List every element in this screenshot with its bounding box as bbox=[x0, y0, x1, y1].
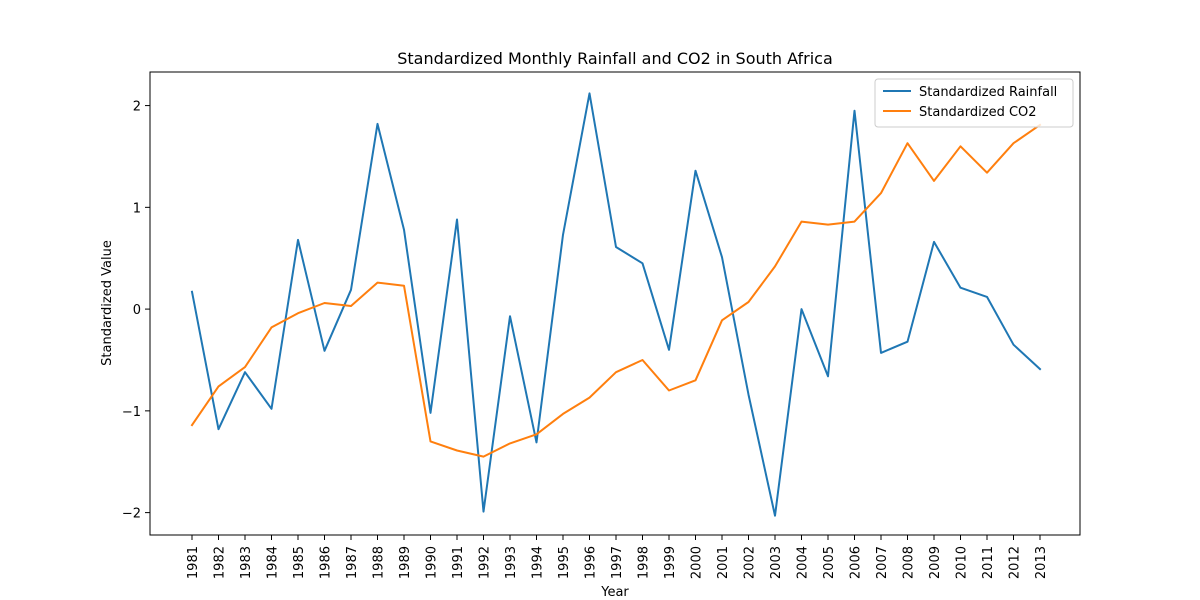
y-tick-label: 2 bbox=[133, 100, 141, 115]
x-tick-label: 1988 bbox=[372, 546, 387, 579]
x-tick-label: 2006 bbox=[849, 546, 864, 579]
x-tick-label: 2009 bbox=[928, 546, 943, 579]
x-tick-label: 1984 bbox=[266, 546, 281, 579]
x-tick-label: 2000 bbox=[690, 546, 705, 579]
x-tick-label: 1983 bbox=[239, 546, 254, 579]
y-tick-label: 0 bbox=[133, 303, 141, 318]
x-tick-label: 2007 bbox=[875, 546, 890, 579]
legend: Standardized Rainfall Standardized CO2 bbox=[874, 78, 1074, 128]
x-axis-label: Year bbox=[600, 585, 629, 600]
x-tick-label: 2005 bbox=[822, 546, 837, 579]
x-tick-label: 1997 bbox=[610, 546, 625, 579]
plot-area bbox=[149, 71, 1081, 536]
x-tick-label: 1981 bbox=[186, 546, 201, 579]
series-lines bbox=[190, 92, 1042, 517]
legend-label-rainfall: Standardized Rainfall bbox=[919, 85, 1057, 100]
x-tick-label: 2008 bbox=[902, 546, 917, 579]
x-tick-label: 1985 bbox=[292, 546, 307, 579]
x-tick-label: 1993 bbox=[504, 546, 519, 579]
x-tick-label: 1987 bbox=[345, 546, 360, 579]
x-tick-label: 1999 bbox=[663, 546, 678, 579]
x-tick-label: 1986 bbox=[319, 546, 334, 579]
x-tick-label: 1992 bbox=[478, 546, 493, 579]
legend-box bbox=[874, 78, 1074, 128]
plot-frame bbox=[149, 71, 1081, 536]
series-line-co2 bbox=[190, 123, 1042, 458]
y-axis-label: Standardized Value bbox=[100, 240, 115, 366]
y-tick-label: −1 bbox=[122, 405, 141, 420]
x-axis-ticks: 1981 1982 1983 1984 1985 1986 1987 1988 1989 1990… bbox=[186, 535, 1049, 579]
x-tick-label: 2010 bbox=[955, 546, 970, 579]
x-tick-label: 2011 bbox=[981, 546, 996, 579]
y-axis-ticks: −2 −1 0 1 2 bbox=[122, 100, 150, 522]
chart-title: Standardized Monthly Rainfall and CO2 in… bbox=[397, 49, 833, 68]
x-tick-label: 2013 bbox=[1034, 546, 1049, 579]
x-tick-label: 1996 bbox=[584, 546, 599, 579]
x-tick-label: 1990 bbox=[425, 546, 440, 579]
y-tick-label: 1 bbox=[133, 201, 141, 216]
x-tick-label: 2002 bbox=[743, 546, 758, 579]
x-tick-label: 1998 bbox=[637, 546, 652, 579]
x-tick-label: 1982 bbox=[213, 546, 228, 579]
series-line-rainfall bbox=[190, 92, 1042, 517]
x-tick-label: 2001 bbox=[716, 546, 731, 579]
legend-label-co2: Standardized CO2 bbox=[919, 105, 1037, 120]
x-tick-label: 1995 bbox=[557, 546, 572, 579]
x-tick-label: 1994 bbox=[531, 546, 546, 579]
x-tick-label: 1989 bbox=[398, 546, 413, 579]
x-tick-label: 2004 bbox=[796, 546, 811, 579]
x-tick-label: 1991 bbox=[451, 546, 466, 579]
y-tick-label: −2 bbox=[122, 507, 141, 522]
x-tick-label: 2003 bbox=[769, 546, 784, 579]
x-tick-label: 2012 bbox=[1008, 546, 1023, 579]
